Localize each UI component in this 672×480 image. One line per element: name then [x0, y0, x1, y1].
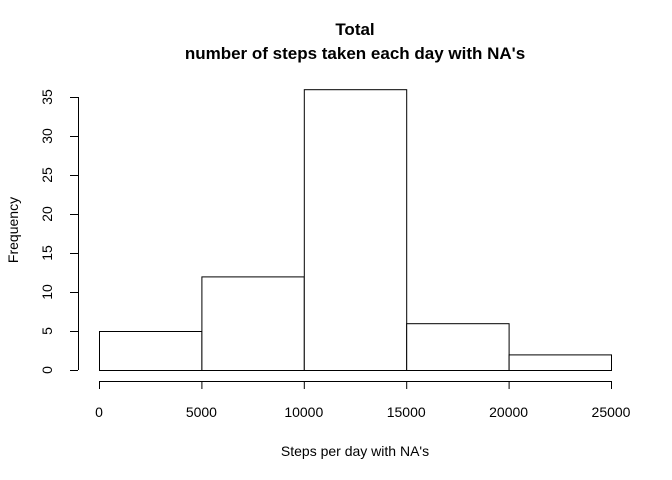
x-axis: 0 5000 10000 15000 20000 25000 [95, 381, 631, 420]
histogram-bar-1 [201, 276, 305, 371]
y-tick-label-0: 0 [39, 366, 55, 374]
y-tick-label-3: 15 [39, 245, 55, 261]
chart-title-line-1: Total [335, 20, 374, 39]
y-axis-label: Frequency [5, 197, 21, 263]
y-tick-label-2: 10 [39, 284, 55, 300]
chart-title-line-2: number of steps taken each day with NA's [185, 44, 525, 63]
y-tick-label-4: 20 [39, 206, 55, 222]
y-axis: 0 5 10 15 20 25 30 35 [39, 89, 79, 374]
histogram-bar-3 [406, 323, 510, 372]
x-tick-label-0: 0 [95, 404, 103, 420]
y-tick-label-5: 25 [39, 167, 55, 183]
y-tick-label-1: 5 [39, 327, 55, 335]
y-tick-label-6: 30 [39, 128, 55, 144]
x-axis-label: Steps per day with NA's [281, 443, 429, 459]
x-tick-label-1: 5000 [186, 404, 217, 420]
histogram-bar-4 [508, 354, 613, 371]
y-tick-label-7: 35 [39, 89, 55, 105]
x-tick-label-3: 15000 [387, 404, 426, 420]
x-tick-label-5: 25000 [592, 404, 631, 420]
histogram-bar-0 [99, 331, 203, 371]
x-tick-label-2: 10000 [284, 404, 323, 420]
histogram-bars [99, 89, 613, 372]
x-tick-label-4: 20000 [489, 404, 528, 420]
histogram-bar-2 [303, 89, 408, 371]
